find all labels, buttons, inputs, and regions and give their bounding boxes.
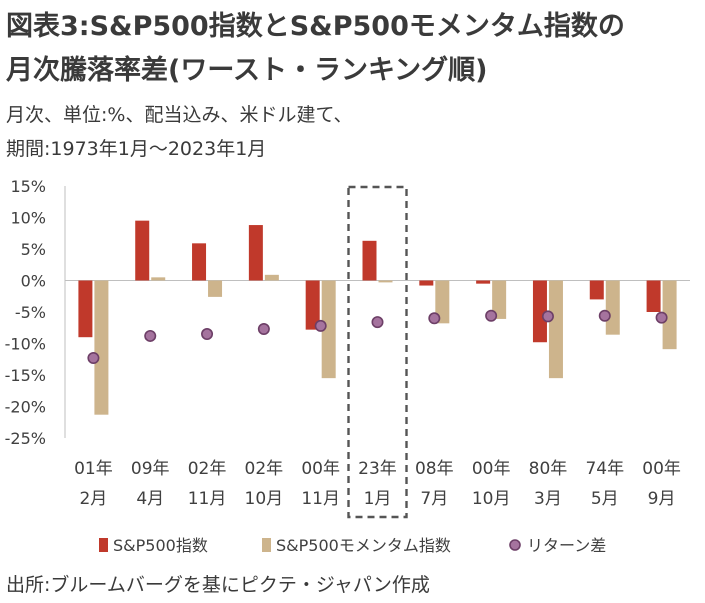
legend-label-sp500: S&P500指数: [113, 536, 208, 555]
x-tick-label: 10月: [245, 489, 284, 509]
x-tick-label: 1月: [364, 489, 392, 509]
sp500-bar: [589, 280, 604, 300]
momentum-bar: [208, 280, 223, 297]
momentum-bar: [605, 280, 620, 335]
x-tick-label: 11月: [301, 489, 340, 509]
return-diff-point: [257, 323, 270, 336]
points-layer: [87, 309, 668, 364]
return-diff-point: [485, 309, 498, 322]
x-tick-label: 80年: [529, 459, 568, 479]
x-tick-label: 00年: [472, 459, 511, 479]
x-tick-label: 09年: [131, 459, 170, 479]
momentum-bar: [435, 280, 450, 324]
sp500-bar: [532, 280, 547, 343]
momentum-bar: [548, 280, 563, 379]
return-diff-point: [144, 329, 157, 342]
y-tick-label: 15%: [10, 177, 46, 196]
chart-subtitle-period: 期間:1973年1月〜2023年1月: [6, 138, 267, 160]
chart-title-line1: 図表3:S&P500指数とS&P500モメンタム指数の: [6, 11, 625, 42]
momentum-bar: [662, 280, 677, 350]
return-diff-point: [371, 316, 384, 329]
sp500-bar: [192, 243, 207, 281]
sp500-bar: [305, 280, 320, 330]
legend-swatch-return-diff: [509, 539, 521, 551]
x-tick-label: 2月: [79, 489, 107, 509]
x-tick-label: 5月: [591, 489, 619, 509]
x-tick-label: 7月: [420, 489, 448, 509]
bars-layer: [78, 220, 677, 415]
highlight-box: [347, 185, 408, 519]
legend-swatch-momentum: [262, 538, 271, 552]
legend: S&P500指数 S&P500モメンタム指数 リターン差: [99, 536, 606, 555]
return-diff-point: [201, 328, 214, 341]
legend-label-momentum: S&P500モメンタム指数: [276, 536, 451, 555]
y-tick-label: -25%: [5, 429, 46, 448]
sp500-bar: [78, 280, 93, 338]
momentum-bar: [492, 280, 507, 319]
x-tick-label: 02年: [188, 459, 227, 479]
labels-layer: 15% 10% 5% 0% -5% -10% -15% -20% -25% 01年 2月 09年 4月 0…: [5, 177, 681, 509]
x-tick-label: 10月: [472, 489, 511, 509]
x-tick-label: 01年: [74, 459, 113, 479]
momentum-bar: [378, 280, 393, 283]
y-tick-label: -20%: [5, 398, 46, 417]
sp500-bar: [362, 240, 377, 281]
x-tick-label: 00年: [642, 459, 681, 479]
legend-label-return-diff: リターン差: [527, 536, 606, 555]
x-tick-label: 23年: [358, 459, 397, 479]
legend-swatch-sp500: [99, 538, 108, 552]
x-tick-label: 3月: [534, 489, 562, 509]
y-tick-label: 5%: [21, 240, 46, 259]
return-diff-point: [655, 311, 668, 324]
x-tick-label: 02年: [245, 459, 284, 479]
momentum-bar: [264, 274, 279, 281]
chart-title-line2: 月次騰落率差(ワースト・ランキング順): [6, 55, 488, 86]
return-diff-point: [428, 312, 441, 325]
momentum-bar: [321, 280, 336, 379]
sp500-bar: [476, 280, 491, 284]
x-tick-label: 00年: [301, 459, 340, 479]
y-tick-label: 0%: [21, 272, 46, 291]
axis-layer: [64, 185, 690, 519]
y-tick-label: 10%: [10, 209, 46, 228]
chart-subtitle-units: 月次、単位:%、配当込み、米ドル建て、: [6, 104, 353, 126]
sp500-bar: [135, 220, 150, 281]
x-tick-label: 11月: [188, 489, 227, 509]
momentum-bar: [94, 280, 109, 415]
return-diff-point: [314, 319, 327, 332]
y-tick-label: -15%: [5, 366, 46, 385]
sp500-bar: [646, 280, 661, 312]
x-tick-label: 4月: [136, 489, 164, 509]
return-diff-point: [541, 310, 554, 323]
sp500-bar: [419, 280, 434, 286]
momentum-bar: [151, 277, 166, 281]
y-tick-label: -10%: [5, 335, 46, 354]
x-tick-label: 08年: [415, 459, 454, 479]
source-note: 出所:ブルームバーグを基にピクテ・ジャパン作成: [6, 574, 430, 596]
x-tick-label: 74年: [585, 459, 624, 479]
return-diff-point: [87, 351, 100, 364]
sp500-bar: [248, 225, 263, 281]
y-tick-label: -5%: [15, 303, 46, 322]
x-tick-label: 9月: [648, 489, 676, 509]
return-diff-point: [598, 309, 611, 322]
